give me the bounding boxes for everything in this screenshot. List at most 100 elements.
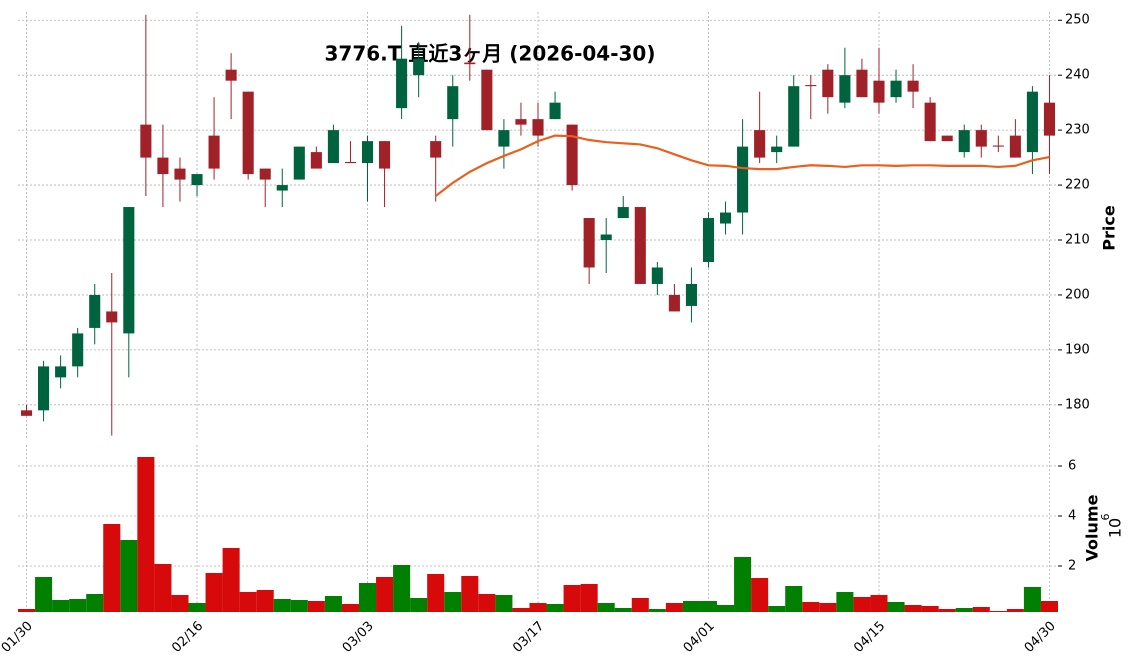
candle-body [464, 62, 476, 65]
volume-bar [427, 574, 445, 612]
candle-body [924, 102, 936, 142]
candle-body [515, 119, 527, 125]
volume-bar [734, 557, 752, 612]
candle-body [379, 141, 391, 169]
volume-bar [69, 599, 87, 612]
x-tick-label: 04/01 [681, 619, 718, 656]
candle-body [668, 294, 680, 312]
volume-bar [989, 611, 1007, 612]
volume-bar [563, 585, 581, 612]
volume-bar [682, 601, 700, 612]
volume-bar [444, 592, 462, 612]
volume-bar [972, 607, 990, 612]
candle-body [430, 141, 442, 158]
volume-bar [853, 597, 871, 612]
candle-body [873, 80, 885, 103]
x-tick-label: 01/30 [0, 619, 36, 656]
volume-bar [137, 457, 155, 612]
volume-bar [614, 608, 632, 612]
volume-bar [717, 605, 735, 612]
y-tick-label: 210 [1065, 233, 1090, 248]
volume-bar [478, 594, 496, 612]
candle-body [106, 311, 118, 323]
x-tick-label: 03/03 [340, 619, 377, 656]
candle-body [293, 146, 305, 180]
candle-body [941, 135, 953, 142]
volume-bar [785, 586, 803, 612]
candle-body [327, 130, 339, 164]
candle-body [140, 124, 152, 158]
candle-body [532, 119, 544, 136]
volume-bar [239, 592, 257, 612]
x-tick-label: 03/17 [510, 619, 547, 656]
candle-body [55, 366, 67, 378]
volume-bar [120, 540, 138, 612]
volume-bar [358, 583, 377, 612]
volume-axis-title: Volume [1083, 494, 1102, 561]
volume-bar [495, 595, 513, 612]
volume-multiplier-exponent: 6 [1099, 514, 1112, 521]
y-tick-label: 220 [1065, 178, 1090, 193]
y-axis-title: Price [1100, 205, 1119, 251]
volume-bar [921, 606, 939, 612]
candle-body [822, 69, 834, 98]
volume-bar [819, 603, 837, 612]
candle-body [958, 130, 970, 153]
volume-bar [290, 600, 308, 612]
candle-body [805, 85, 817, 87]
volume-bar [870, 595, 888, 612]
candle-body [276, 185, 288, 191]
candle-body [208, 135, 220, 169]
candle-body [737, 146, 749, 213]
volume-bar [341, 604, 359, 612]
volume-bar [751, 578, 769, 612]
candle-body [754, 130, 766, 158]
y-tick-label: 190 [1065, 342, 1090, 357]
volume-bar [205, 573, 223, 612]
candle-body [498, 130, 510, 147]
candle-body [600, 234, 612, 241]
candle-body [685, 283, 697, 306]
candle-body [157, 157, 169, 175]
candle-body [310, 152, 322, 169]
volume-bar [461, 576, 479, 612]
candle-body [123, 207, 135, 334]
candle-body [839, 75, 851, 103]
volume-bar [802, 602, 820, 612]
volume-bar [904, 605, 922, 612]
volume-bar [512, 608, 530, 612]
candle-body [1026, 91, 1038, 153]
volume-bar [887, 602, 905, 612]
volume-bar [836, 592, 854, 612]
volume-bar [18, 609, 36, 612]
volume-bar [324, 596, 342, 612]
candle-body [413, 58, 425, 76]
volume-bar [103, 524, 121, 612]
candle-body [20, 410, 33, 416]
candle-body [566, 124, 578, 186]
candle-body [549, 102, 561, 120]
x-tick-label: 04/30 [1022, 619, 1059, 656]
volume-bar [35, 577, 53, 612]
candle-body [38, 366, 50, 411]
volume-bar [222, 548, 240, 612]
candle-body [344, 161, 356, 164]
candle-body [447, 86, 459, 120]
candle-body [702, 218, 715, 262]
y-tick-label: 240 [1065, 68, 1090, 83]
volume-bar [307, 601, 325, 612]
candle-body [907, 80, 919, 92]
candle-body [890, 80, 902, 98]
volume-bar [768, 606, 786, 612]
moving-average-line [435, 134, 1050, 197]
candle-body [191, 174, 203, 186]
candle-body [1009, 135, 1021, 158]
candle-body [788, 86, 800, 147]
volume-bar [597, 603, 615, 612]
candle-body [259, 168, 271, 180]
volume-bar [52, 600, 70, 612]
volume-bar [1040, 601, 1058, 612]
x-tick-label: 02/16 [169, 619, 206, 656]
volume-bar [546, 604, 564, 612]
